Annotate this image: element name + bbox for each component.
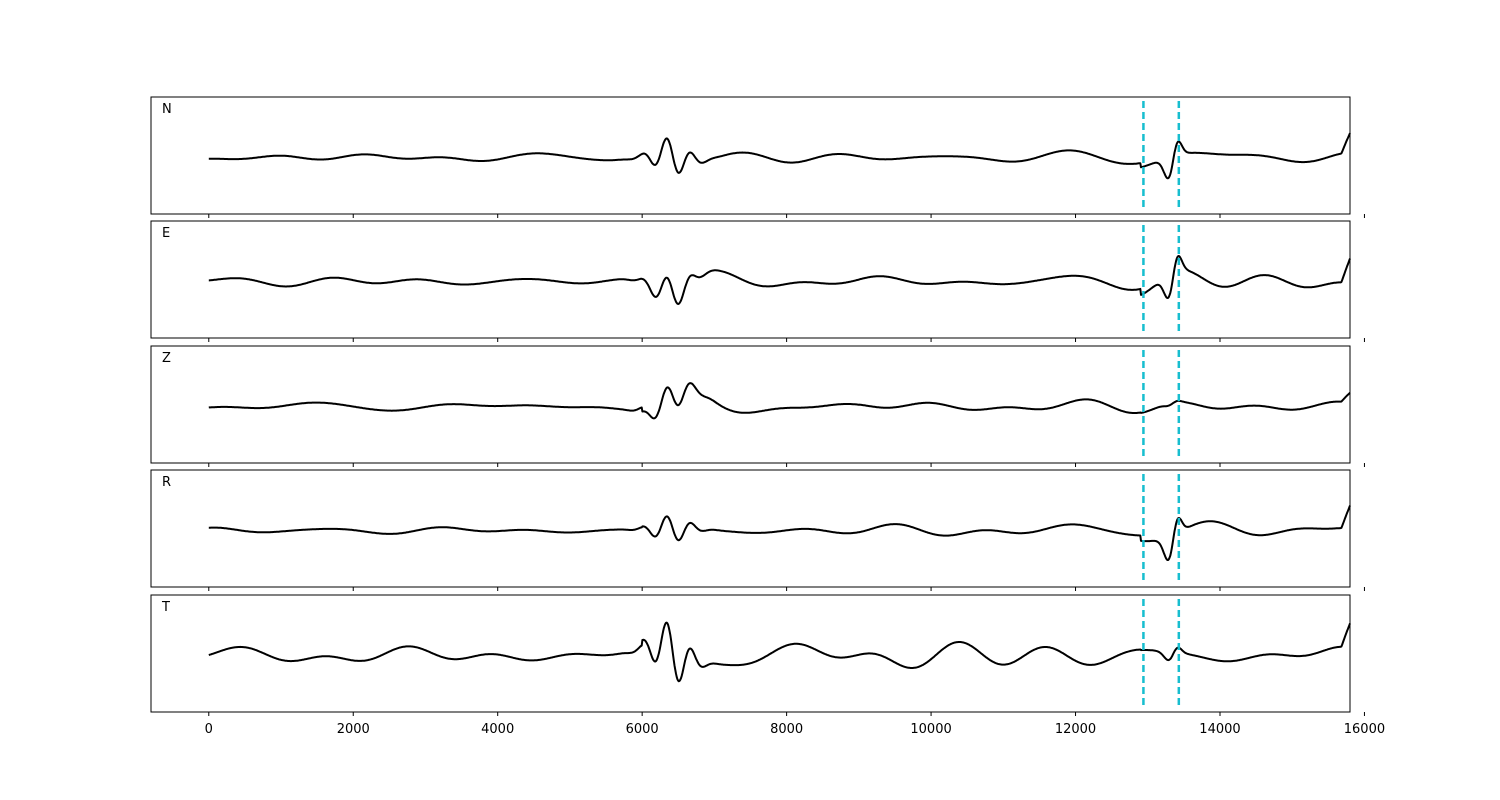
panels-group: N E Z R T — [150, 96, 1365, 716]
x-tick-label: 14000 — [1199, 722, 1240, 737]
panel-label: N — [162, 102, 172, 117]
panel-r: R — [150, 469, 1365, 591]
trace-line-n — [208, 132, 1351, 180]
x-tick-label: 8000 — [770, 722, 803, 737]
x-tick-label: 12000 — [1055, 722, 1096, 737]
panel-label: E — [162, 226, 170, 241]
x-tick-label: 0 — [205, 722, 213, 737]
x-tick-label: 6000 — [626, 722, 659, 737]
panel-t: T — [150, 594, 1365, 716]
panel-frame — [150, 220, 1351, 339]
trace-line-e — [208, 255, 1351, 305]
x-tick-label: 4000 — [481, 722, 514, 737]
panel-frame — [150, 469, 1351, 588]
x-tick-label: 16000 — [1344, 722, 1385, 737]
panel-z: Z — [150, 345, 1365, 467]
x-tick-label: 10000 — [910, 722, 951, 737]
trace-line-z — [208, 382, 1351, 420]
x-axis: 0 2000 4000 6000 8000 10000 12000 14000 16000 — [205, 722, 1385, 737]
panel-frame — [150, 594, 1351, 713]
trace-line-t — [208, 621, 1351, 683]
panel-frame — [150, 345, 1351, 464]
panel-label: T — [161, 600, 170, 615]
panel-e: E — [150, 220, 1365, 342]
panel-label: Z — [162, 351, 171, 366]
x-tick-label: 2000 — [337, 722, 370, 737]
panel-label: R — [162, 475, 171, 490]
trace-line-r — [208, 505, 1351, 561]
panel-frame — [150, 96, 1351, 215]
panel-n: N — [150, 96, 1365, 218]
